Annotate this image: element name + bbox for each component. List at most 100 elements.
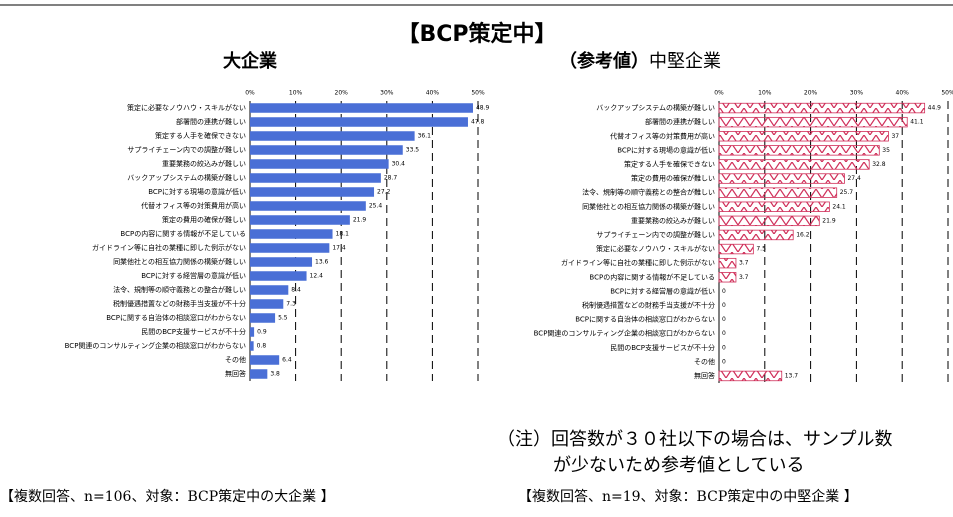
category-label: 同業他社との相互協力関係の構築が難しい xyxy=(113,257,246,266)
value-label: 0 xyxy=(722,302,726,309)
value-label: 25.4 xyxy=(369,203,383,210)
value-label: 17.4 xyxy=(332,245,346,252)
category-label: その他 xyxy=(225,355,246,364)
value-label: 21.9 xyxy=(353,217,367,224)
category-label: 部署間の連携が難しい xyxy=(645,117,715,126)
category-label: 重要業務の絞込みが難しい xyxy=(631,216,715,225)
value-label: 27.4 xyxy=(847,175,861,182)
bar xyxy=(718,173,845,184)
bar xyxy=(718,201,830,212)
bar xyxy=(250,355,280,365)
value-label: 18.1 xyxy=(336,231,350,238)
value-label: 16.2 xyxy=(796,231,810,238)
bar xyxy=(718,102,926,114)
category-label: 重要業務の絞込みが難しい xyxy=(162,159,246,168)
bar xyxy=(718,272,737,283)
category-label: 策定の費用の確保が難しい xyxy=(162,215,246,224)
value-label: 44.9 xyxy=(928,105,942,112)
value-label: 32.8 xyxy=(872,161,886,168)
category-label: 代替オフィス等の対策費用が高い xyxy=(610,131,715,140)
bar xyxy=(250,117,468,127)
chart-title-main: 中堅企業 xyxy=(649,51,721,72)
value-label: 3.7 xyxy=(739,274,749,281)
x-tick-label: 10% xyxy=(289,90,303,97)
category-label: ガイドライン等に自社の業種に即した例示がない xyxy=(561,258,715,267)
value-label: 21.9 xyxy=(822,217,836,224)
value-label: 25.7 xyxy=(840,189,854,196)
bar xyxy=(250,159,389,169)
chart-title: （参考値）中堅企業 xyxy=(559,50,721,72)
category-label: BCPに対する現場の意識が低い xyxy=(617,145,715,154)
value-label: 37 xyxy=(891,133,899,140)
category-label: BCPに関する自治体の相談窓口がわからない xyxy=(575,315,715,324)
x-tick-label: 20% xyxy=(335,90,349,97)
category-label: 民間のBCP支援サービスが不十分 xyxy=(141,327,246,336)
bar xyxy=(250,285,289,295)
category-label: ガイドライン等に自社の業種に即した例示がない xyxy=(92,243,246,252)
bar xyxy=(718,215,820,227)
category-label: 無回答 xyxy=(225,369,246,378)
category-label: 策定の費用の確保が難しい xyxy=(631,174,715,183)
value-label: 0.8 xyxy=(257,343,267,350)
x-tick-label: 20% xyxy=(804,90,818,97)
category-label: BCPに対する経営層の意識が低い xyxy=(610,286,715,295)
note: が少ないため参考値としている xyxy=(553,455,804,476)
value-label: 0.9 xyxy=(257,329,267,336)
category-label: 同業他社との相互協力関係の構築が難しい xyxy=(582,202,715,211)
value-label: 48.9 xyxy=(476,105,490,112)
bar xyxy=(250,271,307,281)
category-label: BCP関連のコンサルティング企業の相談窓口がわからない xyxy=(534,329,715,338)
chart-title-prefix: （参考値） xyxy=(559,50,649,72)
bar xyxy=(718,131,889,142)
value-label: 41.1 xyxy=(910,119,924,126)
category-label: バックアップシステムの構築が難しい xyxy=(596,103,715,112)
x-tick-label: 50% xyxy=(941,90,953,97)
value-label: 47.8 xyxy=(471,119,485,126)
value-label: 13.7 xyxy=(785,372,799,379)
category-label: 法令、規制等の順守義務との整合が難しい xyxy=(582,188,715,197)
bar xyxy=(250,201,366,211)
value-label: 30.4 xyxy=(392,161,406,168)
value-label: 3.8 xyxy=(270,371,280,378)
value-label: 5.5 xyxy=(278,315,288,322)
value-label: 0 xyxy=(722,344,726,351)
x-tick-label: 0% xyxy=(245,90,255,97)
x-tick-label: 40% xyxy=(426,90,440,97)
bar xyxy=(250,187,375,197)
category-label: 代替オフィス等の対策費用が高い xyxy=(141,201,246,210)
category-label: 策定に必要なノウハウ・スキルがない xyxy=(596,244,715,253)
value-label: 0 xyxy=(722,330,726,337)
value-label: 35 xyxy=(882,147,890,154)
category-label: 税制優遇措置などの財務手当支援が不十分 xyxy=(113,299,246,308)
footer: 【複数回答、n=106、対象：BCP策定中の大企業 】 xyxy=(0,488,335,505)
x-tick-label: 50% xyxy=(471,90,485,97)
footer: 【複数回答、n=19、対象：BCP策定中の中堅企業 】 xyxy=(518,488,858,505)
category-label: サプライチェーン内での調整が難しい xyxy=(127,145,246,154)
category-label: BCP関連のコンサルティング企業の相談窓口がわからない xyxy=(65,341,246,350)
value-label: 12.4 xyxy=(310,273,324,280)
bar xyxy=(250,327,255,337)
chart-title-main: 大企業 xyxy=(223,50,278,72)
category-label: 税制優遇措置などの財務手当支援が不十分 xyxy=(582,300,715,309)
bar xyxy=(250,243,330,253)
value-label: 13.6 xyxy=(315,259,329,266)
value-label: 3.7 xyxy=(739,260,749,267)
bar xyxy=(718,257,737,269)
category-label: 法令、規制等の順守義務との整合が難しい xyxy=(113,285,246,294)
value-label: 0 xyxy=(722,288,726,295)
bar xyxy=(718,116,908,128)
bar xyxy=(250,341,254,351)
category-label: BCPの内容に関する情報が不足している xyxy=(120,229,246,238)
bar xyxy=(718,243,754,255)
note: （注）回答数が３０社以下の場合は、サンプル数 xyxy=(497,429,892,450)
bar xyxy=(718,145,880,156)
bar xyxy=(718,229,794,241)
bar xyxy=(250,369,268,379)
x-tick-label: 30% xyxy=(380,90,394,97)
bar xyxy=(250,145,403,155)
x-tick-label: 30% xyxy=(850,90,864,97)
bar xyxy=(250,103,473,113)
category-label: BCPに対する経営層の意識が低い xyxy=(141,271,246,280)
value-label: 36.1 xyxy=(418,133,432,140)
